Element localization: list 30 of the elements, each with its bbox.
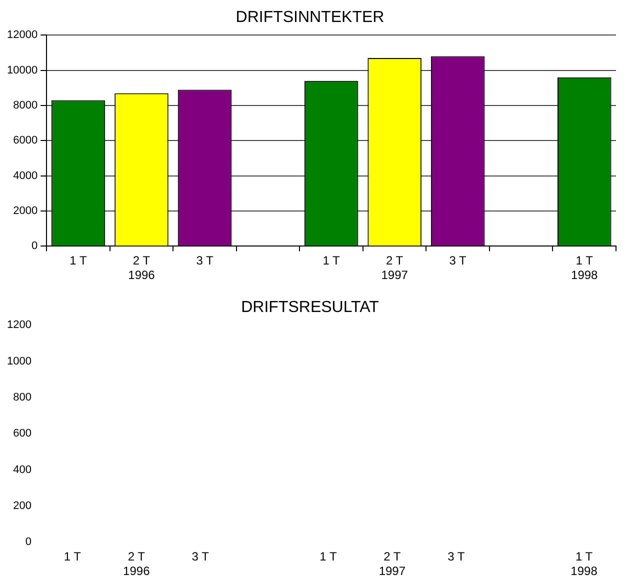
x-tick-label: 2 T 1997 <box>378 550 406 578</box>
y-tick-label: 1000 <box>6 355 32 368</box>
x-tick-label: 1 T 1998 <box>571 254 598 282</box>
x-tick-label: 1 T 1998 <box>570 550 598 578</box>
chart-title: DRIFTSINNTEKTER <box>236 9 384 26</box>
y-tick-label: 200 <box>13 500 32 512</box>
y-tick-label: 8000 <box>13 100 38 112</box>
y-tick-label: 6000 <box>13 134 38 147</box>
y-tick-label: 600 <box>13 428 32 440</box>
x-tick-label: 2 T 1996 <box>128 254 156 282</box>
chart-title: DRIFTSRESULTAT <box>241 299 380 316</box>
y-tick-label: 800 <box>13 392 32 404</box>
x-tick-label: 2 T 1997 <box>381 254 408 282</box>
x-tick-label: 2 T 1996 <box>123 550 150 578</box>
x-tick-label: 1 T <box>64 550 82 564</box>
y-tick-label: 0 <box>31 240 38 252</box>
x-tick-label: 3 T <box>196 254 214 268</box>
y-tick-label: 1200 <box>6 319 32 332</box>
y-tick-label: 400 <box>13 464 32 476</box>
y-tick-label: 10000 <box>6 64 38 76</box>
y-tick-label: 4000 <box>13 170 38 182</box>
x-tick-label: 3 T <box>449 254 468 268</box>
x-tick-label: 1 T <box>322 254 341 268</box>
x-tick-label: 1 T <box>70 254 88 268</box>
y-tick-label: 12000 <box>6 29 38 42</box>
x-tick-label: 3 T <box>192 550 210 564</box>
y-tick-label: 0 <box>25 536 32 548</box>
y-tick-label: 2000 <box>13 205 38 218</box>
x-tick-label: 1 T <box>320 550 338 564</box>
x-tick-label: 3 T <box>448 550 466 564</box>
